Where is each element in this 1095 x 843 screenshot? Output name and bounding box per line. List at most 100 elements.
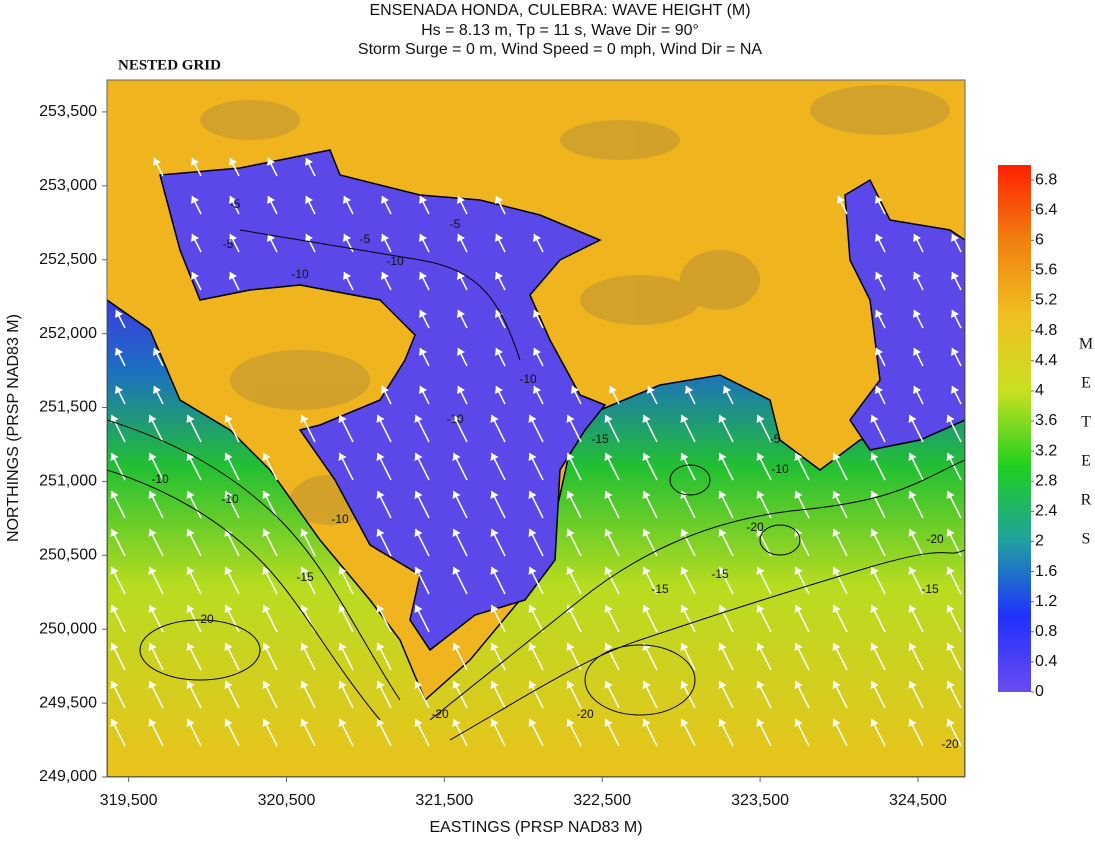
wave-arrow-head	[490, 719, 499, 727]
wave-arrow-head	[946, 681, 955, 689]
x-tick-label: 322,500	[573, 792, 631, 809]
wave-arrow-head	[946, 567, 955, 575]
wave-arrow-head	[419, 234, 427, 242]
wave-arrow-head	[794, 567, 803, 575]
wave-arrow-head	[756, 643, 765, 651]
contour-label: -10	[771, 462, 789, 476]
wave-arrow-head	[642, 529, 651, 537]
wave-arrow-head	[110, 491, 119, 499]
wave-arrow-head	[262, 605, 271, 613]
wave-arrow-head	[115, 386, 123, 394]
colorbar-tick-label: 1.6	[1035, 563, 1057, 580]
wave-arrow-head	[148, 605, 157, 613]
colorbar-tick-label: 1.2	[1035, 593, 1057, 610]
wave-arrow-head	[875, 272, 883, 280]
contour-label: -15	[651, 582, 669, 596]
wave-arrow-head	[680, 681, 689, 689]
wave-arrow-head	[913, 310, 921, 318]
wave-arrow-head	[718, 491, 727, 499]
wave-arrow-head	[414, 719, 423, 727]
wave-arrow-head	[913, 234, 921, 242]
wave-arrow-head	[262, 719, 271, 727]
wave-arrow-head	[414, 529, 423, 537]
wave-arrow-head	[718, 453, 727, 461]
colorbar-tick-label: 4.8	[1035, 322, 1057, 339]
wave-arrow-head	[832, 643, 841, 651]
colorbar-label: M	[1079, 336, 1093, 353]
wave-arrow-head	[946, 643, 955, 651]
wave-arrow-head	[647, 386, 655, 394]
colorbar-label: T	[1081, 414, 1091, 431]
wave-arrow-head	[680, 491, 689, 499]
wave-arrow-head	[267, 196, 275, 204]
wave-arrow-head	[224, 719, 233, 727]
wave-arrow-head	[566, 453, 575, 461]
wave-arrow-head	[875, 196, 883, 204]
colorbar-tick-label: 5.2	[1035, 292, 1057, 309]
wave-arrow-head	[870, 643, 879, 651]
wave-arrow-head	[951, 348, 959, 356]
wave-arrow-head	[794, 719, 803, 727]
colorbar-tick-label: 4	[1035, 382, 1044, 399]
wave-arrow-head	[419, 196, 427, 204]
wave-arrow-head	[718, 681, 727, 689]
wave-arrow-head	[870, 415, 879, 423]
wave-arrow-head	[419, 348, 427, 356]
wave-arrow-head	[452, 567, 461, 575]
wave-arrow-head	[148, 643, 157, 651]
wave-arrow-head	[495, 386, 503, 394]
wave-arrow-head	[495, 196, 503, 204]
wave-arrow-head	[756, 605, 765, 613]
wave-arrow-head	[457, 196, 465, 204]
wave-arrow-head	[224, 643, 233, 651]
wave-arrow-head	[191, 272, 199, 280]
wave-arrow-head	[110, 719, 119, 727]
wave-arrow-head	[186, 491, 195, 499]
y-tick-label: 253,500	[39, 103, 97, 120]
wave-arrow-head	[946, 491, 955, 499]
colorbar-tick-label: 3.2	[1035, 442, 1057, 459]
wave-arrow-head	[756, 415, 765, 423]
colorbar-label: E	[1081, 453, 1091, 470]
contour-label: -20	[926, 532, 944, 546]
wave-arrow-head	[832, 453, 841, 461]
wave-arrow-head	[457, 386, 465, 394]
wave-arrow-head	[153, 158, 161, 166]
wave-arrow-head	[908, 643, 917, 651]
wave-arrow-head	[186, 453, 195, 461]
contour-label: -5	[230, 197, 241, 211]
wave-arrow-head	[832, 567, 841, 575]
wave-arrow-head	[680, 719, 689, 727]
colorbar-label: S	[1082, 531, 1091, 548]
colorbar-tick-label: 5.6	[1035, 262, 1057, 279]
wave-arrow-head	[604, 643, 613, 651]
wave-arrow-head	[343, 196, 351, 204]
wave-arrow-head	[718, 567, 727, 575]
colorbar	[998, 165, 1031, 692]
wave-arrow-head	[566, 415, 575, 423]
colorbar-tick-label: 6.8	[1035, 171, 1057, 188]
wave-arrow-head	[951, 386, 959, 394]
x-tick-label: 319,500	[100, 792, 158, 809]
wave-arrow-head	[718, 719, 727, 727]
wave-arrow-head	[495, 348, 503, 356]
contour-label: -15	[296, 570, 314, 584]
wave-arrow-head	[837, 196, 845, 204]
wave-arrow-head	[381, 196, 389, 204]
chart-title: ENSENADA HONDA, CULEBRA: WAVE HEIGHT (M)	[369, 2, 750, 19]
wave-arrow-head	[875, 234, 883, 242]
wave-arrow-head	[490, 415, 499, 423]
contour-label: -15	[591, 432, 609, 446]
wave-arrow-head	[186, 529, 195, 537]
wave-arrow-head	[875, 310, 883, 318]
wave-arrow-head	[490, 681, 499, 689]
wave-arrow-head	[376, 529, 385, 537]
wave-arrow-head	[604, 529, 613, 537]
wave-arrow-head	[490, 643, 499, 651]
contour-label: -15	[921, 582, 939, 596]
wave-arrow-head	[419, 386, 427, 394]
y-tick-label: 249,000	[39, 768, 97, 785]
contour-label: -5	[770, 432, 781, 446]
wave-arrow-head	[376, 415, 385, 423]
